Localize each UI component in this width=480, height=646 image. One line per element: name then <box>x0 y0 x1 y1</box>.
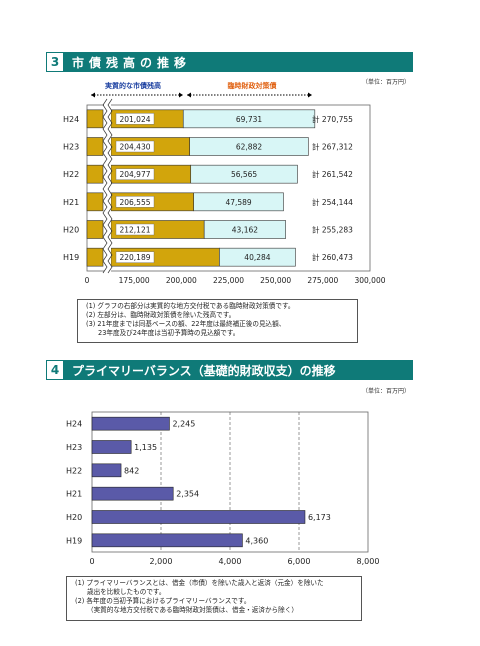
section3-note-3: (3) 21年度までは同基ベースの額、22年度は最終補正後の見込額、 <box>86 320 286 328</box>
bar <box>91 486 174 501</box>
x-tick-label: 0 <box>89 557 94 566</box>
bar-real-label-box <box>115 113 155 125</box>
bar-total-label: 計 270,755 <box>312 114 353 124</box>
category-label: H24 <box>63 115 79 124</box>
bar-real-stub <box>86 109 104 129</box>
plot-frame <box>86 104 371 272</box>
x-tick-label: 250,000 <box>260 276 291 285</box>
bar-real-label-box <box>115 223 155 236</box>
x-tick-label: 225,000 <box>213 276 244 285</box>
axis-break-gap <box>104 99 111 277</box>
bar-value-label: 2,245 <box>172 420 195 429</box>
section4-note-3: (2) 各年度の当初予算におけるプライマリーバランスです。 <box>75 597 251 605</box>
bar-real-label: 204,977 <box>119 170 150 179</box>
bar-real-stub <box>86 137 104 156</box>
bar <box>91 416 170 431</box>
x-tick-label: 300,000 <box>354 276 385 285</box>
category-label: H19 <box>66 536 82 545</box>
x-tick-label: 4,000 <box>219 557 242 566</box>
bar-real-label: 212,121 <box>119 226 150 235</box>
x-tick-label: 8,000 <box>357 557 380 566</box>
bar-total-label: 計 254,144 <box>312 197 353 207</box>
section3-title: 市債残高の推移 <box>72 55 192 70</box>
section3-unit: （単位：百万円） <box>362 79 411 86</box>
category-label: H22 <box>66 466 82 475</box>
bar <box>91 440 132 454</box>
bar-value-label: 842 <box>124 466 139 475</box>
bar-special-label: 62,882 <box>236 143 262 152</box>
bar-special-label: 56,565 <box>231 170 257 179</box>
bar-special-label: 69,731 <box>236 115 262 124</box>
x-tick-label: 0 <box>85 276 90 285</box>
legend-special: 臨時財政対策債 <box>228 81 277 90</box>
bar <box>91 533 243 548</box>
bar-real-stub <box>86 192 104 212</box>
bar-total-label: 計 255,283 <box>312 225 353 235</box>
bar-real-stub <box>86 247 104 267</box>
bar-special <box>193 192 284 212</box>
bar-total-label: 計 260,473 <box>312 252 353 262</box>
bar <box>91 510 306 524</box>
bar-special-label: 47,589 <box>225 198 251 207</box>
category-label: H24 <box>66 420 82 429</box>
bar-real-label-box <box>115 140 155 153</box>
bar-total-label: 計 267,312 <box>312 142 353 152</box>
section3-note-2: (2) 左部分は、臨時財政対策債を除いた残高です。 <box>86 311 236 319</box>
x-tick-label: 6,000 <box>288 557 311 566</box>
section4-unit: （単位：百万円） <box>362 388 411 395</box>
bar-real-label: 201,024 <box>119 115 150 124</box>
bar-value-label: 2,354 <box>176 490 199 499</box>
bar-special-label: 40,284 <box>244 253 270 262</box>
bar-special-label: 43,162 <box>232 226 258 235</box>
bar-value-label: 6,173 <box>308 513 331 522</box>
x-tick-label: 175,000 <box>119 276 150 285</box>
section4-note-4: （実質的な地方交付税である臨時財政対策債は、借金・返済から除く） <box>87 606 298 614</box>
category-label: H23 <box>66 443 82 452</box>
x-tick-label: 2,000 <box>150 557 173 566</box>
section4-note-1: (1) プライマリーバランスとは、借金（市債）を除いた歳入と返済（元金）を除いた <box>75 579 324 587</box>
section3-note-1: (1) グラフの右部分は実質的な地方交付税である臨時財政対策債です。 <box>86 302 295 310</box>
section3-number: 3 <box>46 52 64 72</box>
primary-balance-chart: 2,245 H24 1,135 H23 842 H22 2,354 H21 6,173 H20 4,… <box>66 411 380 566</box>
category-label: H21 <box>66 490 82 499</box>
bar-real-stub <box>86 164 104 184</box>
bar-special <box>189 137 309 156</box>
category-label: H21 <box>63 198 79 207</box>
bar-real-label: 204,430 <box>119 143 150 152</box>
section4-notes: (1) プライマリーバランスとは、借金（市債）を除いた歳入と返済（元金）を除いた… <box>66 576 362 621</box>
bar-special <box>190 164 298 184</box>
bar-value-label: 1,135 <box>134 443 157 452</box>
category-label: H22 <box>63 170 79 179</box>
section3-notes: (1) グラフの右部分は実質的な地方交付税である臨時財政対策債です。 (2) 左… <box>77 299 358 343</box>
section3-header: 3 市債残高の推移 <box>46 52 413 72</box>
category-label: H19 <box>63 253 79 262</box>
x-tick-label: 200,000 <box>166 276 197 285</box>
bar-value-label: 4,360 <box>245 536 268 545</box>
section4-note-2: 歳出を比較したものです。 <box>87 588 166 596</box>
bar-total-label: 計 261,542 <box>312 169 353 179</box>
section4-number: 4 <box>46 360 64 380</box>
bar-special <box>203 220 286 239</box>
bar-real-label-box <box>115 168 155 180</box>
x-tick-label: 275,000 <box>307 276 338 285</box>
category-label: H20 <box>66 513 82 522</box>
bar-real-label: 220,189 <box>119 253 150 262</box>
category-label: H20 <box>63 226 79 235</box>
axis-break-line <box>102 98 108 274</box>
debt-balance-chart: 実質的な市債残高 臨時財政対策債 201,024 69,731 計 270,755 H24… <box>63 81 386 285</box>
section4-header: 4 プライマリーバランス（基礎的財政収支）の推移 <box>46 360 413 380</box>
legend-real: 実質的な市債残高 <box>105 81 161 90</box>
bar-real-label: 206,555 <box>119 198 150 207</box>
section4-title: プライマリーバランス（基礎的財政収支）の推移 <box>72 363 336 378</box>
bar <box>91 463 122 478</box>
section3-note-4: 23年度及び24年度は当初予算時の見込額です。 <box>98 329 240 337</box>
bar-special <box>219 247 296 267</box>
bar-real-label-box <box>115 251 155 263</box>
bar-real-stub <box>86 220 104 239</box>
bar-real-label-box <box>115 196 155 208</box>
bar-special <box>182 109 316 129</box>
axis-break-line <box>107 98 113 274</box>
category-label: H23 <box>63 143 79 152</box>
